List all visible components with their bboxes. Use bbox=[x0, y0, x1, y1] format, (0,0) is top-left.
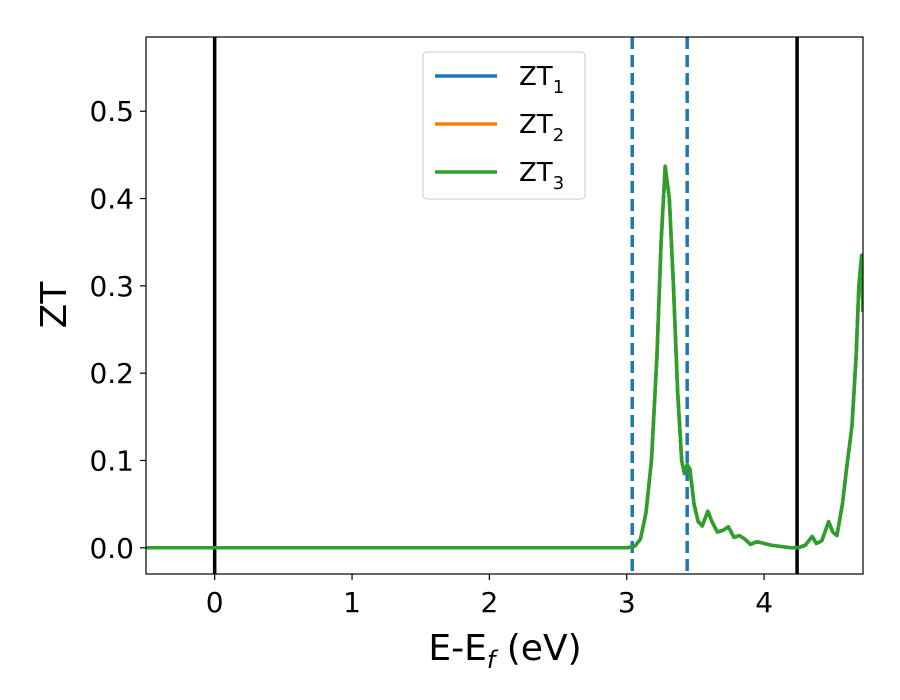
y-tick-label: 0.5 bbox=[89, 95, 134, 128]
y-tick-label: 0.1 bbox=[89, 444, 134, 477]
y-axis-label: ZT bbox=[34, 281, 75, 329]
y-tick-label: 0.0 bbox=[89, 532, 134, 565]
legend-entry: ZT2 bbox=[519, 110, 564, 146]
legend-box bbox=[422, 51, 586, 200]
x-axis: 0 1 2 3 4 bbox=[206, 574, 773, 619]
x-tick-label: 4 bbox=[755, 586, 773, 619]
series-lines bbox=[146, 164, 863, 550]
x-tick-label: 1 bbox=[343, 586, 361, 619]
x-tick-label: 2 bbox=[480, 586, 498, 619]
x-tick-label: 3 bbox=[618, 586, 636, 619]
y-tick-label: 0.2 bbox=[89, 357, 134, 390]
legend-entry: ZT3 bbox=[519, 158, 564, 194]
reference-lines bbox=[212, 37, 799, 574]
x-axis-label: E-Ef (eV) bbox=[428, 628, 581, 674]
legend: ZT1 ZT2 ZT3 bbox=[422, 51, 586, 200]
y-tick-label: 0.4 bbox=[89, 183, 134, 216]
plot-frame bbox=[145, 36, 864, 575]
y-tick-label: 0.3 bbox=[89, 270, 134, 303]
y-axis: 0.0 0.1 0.2 0.3 0.4 0.5 bbox=[89, 95, 146, 565]
x-tick-label: 0 bbox=[206, 586, 224, 619]
series-line-3 bbox=[146, 164, 863, 550]
legend-entry: ZT1 bbox=[519, 62, 564, 98]
